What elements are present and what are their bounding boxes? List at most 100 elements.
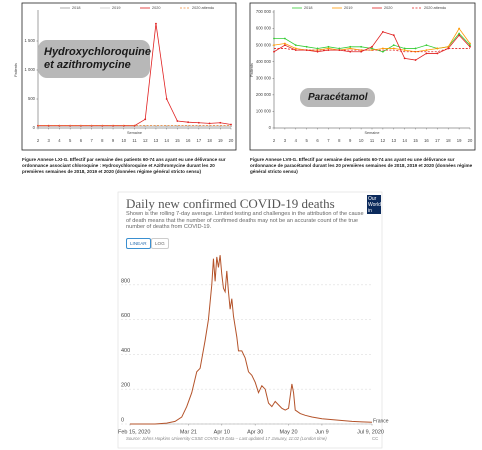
point <box>349 47 352 50</box>
point <box>327 47 330 50</box>
point <box>219 121 222 124</box>
point <box>381 50 384 53</box>
linear-button[interactable]: LINEAR <box>126 238 151 249</box>
legend-label: 2018 <box>304 6 312 10</box>
legend-label: 2020 attendu <box>192 6 214 10</box>
point <box>469 45 471 48</box>
series-line <box>130 255 373 425</box>
x-tick-label: 15 <box>175 138 180 143</box>
y-tick-label: 0 <box>33 125 36 130</box>
point <box>392 47 395 50</box>
x-tick-label: 2 <box>273 138 276 143</box>
point <box>176 120 179 122</box>
point <box>283 44 286 47</box>
logo: Our World in Data <box>367 195 381 214</box>
point <box>360 49 363 52</box>
log-button[interactable]: LOG <box>151 238 169 249</box>
point <box>425 49 428 52</box>
annotation: Paracétamol <box>300 88 376 107</box>
point <box>305 45 308 48</box>
point <box>436 52 439 55</box>
point <box>283 37 286 40</box>
legend-label: 2019 <box>112 6 120 10</box>
point <box>349 50 352 53</box>
x-tick-label: 18 <box>446 138 451 143</box>
y-tick-label: 500 000 <box>256 42 272 47</box>
y-tick-label: 700 000 <box>256 9 272 14</box>
point <box>273 37 275 40</box>
legend-label: 2020 attendu <box>424 6 446 10</box>
point <box>414 59 417 61</box>
point <box>458 32 461 35</box>
x-tick-label: 14 <box>164 138 169 143</box>
point <box>316 47 319 50</box>
x-tick-label: 11 <box>370 138 375 143</box>
annotation: Hydroxychloroquine et azithromycine <box>38 40 151 78</box>
frame <box>117 191 383 449</box>
y-tick-label: 500 <box>28 96 36 101</box>
point <box>458 34 461 37</box>
x-tick-label: 9 <box>112 138 115 143</box>
point <box>327 49 330 52</box>
point <box>165 98 168 100</box>
point <box>403 57 406 60</box>
point <box>447 47 450 50</box>
point <box>187 121 190 124</box>
legend-label: 2020 <box>152 6 160 10</box>
x-tick-label: 8 <box>101 138 104 143</box>
x-tick-label: 5 <box>69 138 72 143</box>
point <box>469 42 471 45</box>
y-tick-label: 200 000 <box>256 92 272 97</box>
y-tick-label: 1 500 <box>25 38 36 43</box>
point <box>403 49 406 52</box>
x-tick-label: 7 <box>327 138 330 143</box>
y-tick-label: 300 000 <box>256 75 272 80</box>
point <box>403 47 406 50</box>
x-tick-label: Jul 9, 2020 <box>357 429 384 435</box>
x-tick-label: Apr 10 <box>214 429 230 435</box>
x-tick-label: 6 <box>316 138 319 143</box>
frame <box>249 2 476 151</box>
x-tick-label: 6 <box>80 138 83 143</box>
x-tick-label: 20 <box>468 138 473 143</box>
caption: Figure Annexe LXI-G. Effectif par semain… <box>22 157 226 174</box>
subtitle: Shown is the rolling 7-day average. Limi… <box>126 211 364 231</box>
x-tick-label: 15 <box>413 138 418 143</box>
x-tick-label: Apr 30 <box>247 429 263 435</box>
x-tick-label: 17 <box>435 138 440 143</box>
y-axis-label: Patients <box>250 63 254 77</box>
x-tick-label: 19 <box>457 138 462 143</box>
x-axis-label: Semaine <box>127 131 142 135</box>
point <box>327 45 330 48</box>
legend-label: 2018 <box>72 6 80 10</box>
y-tick-label: 600 <box>121 313 130 319</box>
x-tick-label: 12 <box>381 138 386 143</box>
x-tick-label: 14 <box>402 138 407 143</box>
x-tick-label: 18 <box>207 138 212 143</box>
point <box>144 118 147 121</box>
source: Source: Johns Hopkins University CSSE CO… <box>126 436 327 441</box>
y-axis-label: Patients <box>14 63 18 77</box>
y-tick-label: 1 000 <box>25 67 36 72</box>
point <box>338 49 341 52</box>
x-tick-label: May 20 <box>280 429 298 435</box>
point <box>425 44 428 47</box>
license: CC <box>372 436 379 441</box>
legend-label: 2019 <box>344 6 352 10</box>
point <box>371 45 373 48</box>
point <box>197 121 200 124</box>
point <box>316 50 319 53</box>
y-tick-label: 200 <box>121 383 130 389</box>
x-tick-label: 13 <box>154 138 159 143</box>
point <box>208 122 211 125</box>
y-tick-label: 100 000 <box>256 109 272 114</box>
y-tick-label: 0 <box>269 125 272 130</box>
x-tick-label: 9 <box>349 138 352 143</box>
x-tick-label: 4 <box>58 138 61 143</box>
x-axis-label: Semaine <box>365 131 380 135</box>
series-line <box>274 48 470 53</box>
point <box>371 47 373 50</box>
x-tick-label: Feb 15, 2020 <box>118 429 150 435</box>
legend-label: 2020 <box>384 6 392 10</box>
point <box>273 44 275 47</box>
